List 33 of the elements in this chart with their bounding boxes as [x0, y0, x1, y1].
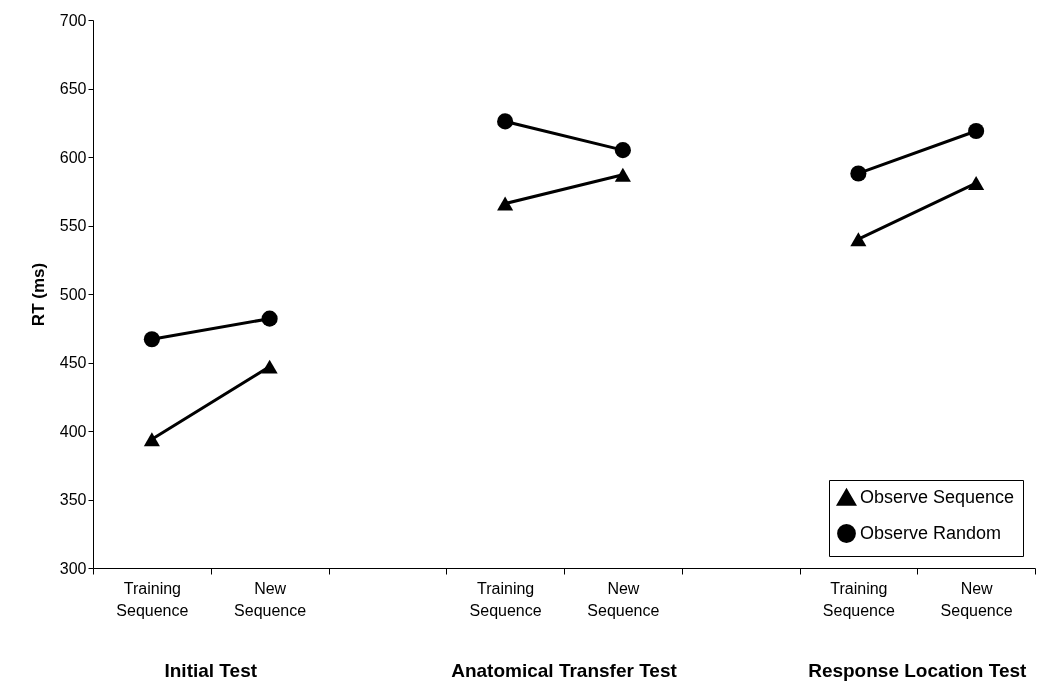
- point: [143, 331, 160, 348]
- x-tick-label: Training Sequence: [116, 579, 189, 619]
- point: [261, 359, 278, 374]
- legend-label: Observe Random: [860, 522, 1002, 543]
- x-tick-label: Training Sequence: [822, 579, 896, 619]
- point: [614, 142, 631, 159]
- y-tick-label: 400: [59, 422, 87, 440]
- point: [143, 432, 160, 447]
- point: [497, 196, 514, 211]
- point: [261, 310, 278, 327]
- x-tick-label: New Sequence: [587, 579, 660, 619]
- y-axis-title: RT (ms): [28, 262, 48, 327]
- x-tick-label: New Sequence: [940, 579, 1013, 619]
- y-tick-label: 350: [59, 491, 87, 508]
- text: Initial Test: [164, 660, 258, 682]
- text: Response Location Test: [808, 660, 1027, 682]
- y-tick-label: 550: [59, 217, 87, 234]
- y-tick-label: 650: [59, 80, 87, 97]
- point: [614, 167, 631, 182]
- point: [850, 232, 867, 247]
- y-tick-label: 600: [59, 148, 87, 166]
- y-tick-label: 500: [59, 285, 87, 303]
- y-tick-label: 300: [59, 559, 87, 577]
- legend-label: Observe Sequence: [860, 486, 1015, 507]
- y-tick-label: 450: [59, 354, 87, 371]
- x-tick-label: Training Sequence: [469, 579, 542, 619]
- x-tick-label: New Sequence: [234, 579, 307, 619]
- point: [850, 165, 867, 182]
- point: [968, 176, 985, 191]
- text: Anatomical Transfer Test: [451, 660, 677, 682]
- point: [968, 122, 985, 140]
- y-tick-label: 700: [59, 11, 87, 29]
- point: [497, 113, 514, 130]
